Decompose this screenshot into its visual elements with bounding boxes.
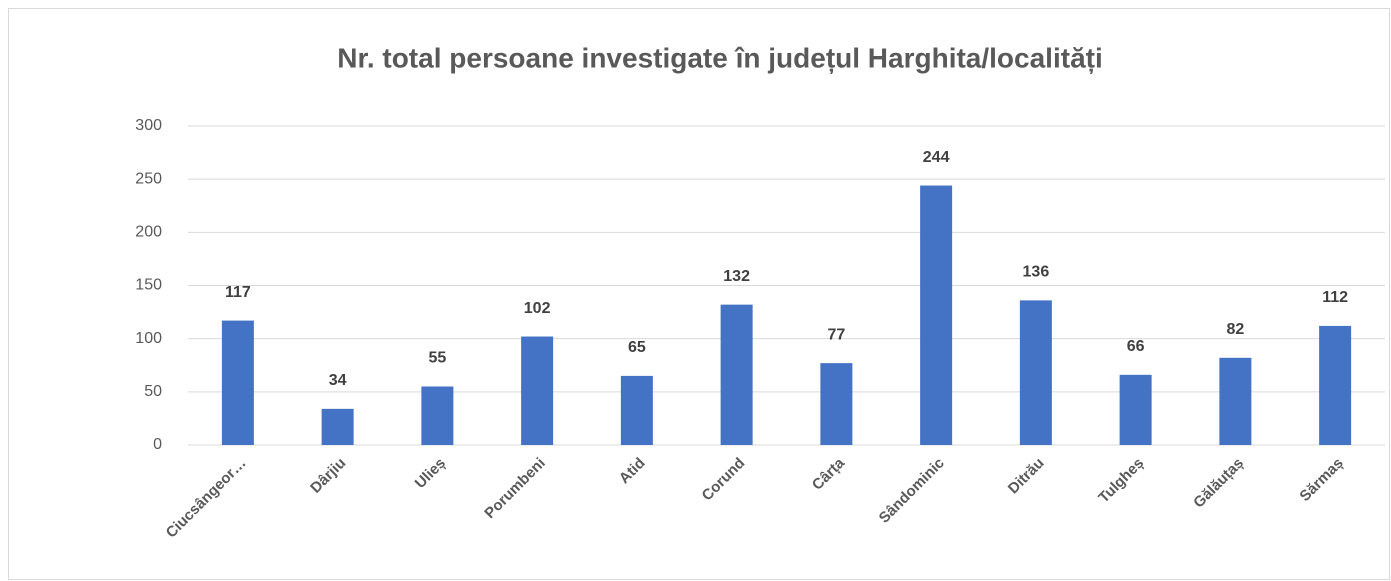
data-label: 55 — [428, 350, 446, 367]
bar — [421, 386, 454, 445]
bar — [820, 363, 853, 445]
bar — [221, 320, 254, 445]
data-label: 77 — [827, 326, 845, 343]
bar — [1219, 357, 1252, 445]
y-tick-label: 300 — [135, 117, 162, 134]
y-tick-label: 50 — [144, 383, 162, 400]
y-tick-label: 100 — [135, 330, 162, 347]
y-tick-label: 200 — [135, 224, 162, 241]
bar — [720, 304, 753, 445]
bar — [521, 336, 554, 445]
data-label: 244 — [923, 149, 950, 166]
data-label: 136 — [1023, 264, 1050, 281]
bar — [1119, 374, 1152, 445]
y-tick-label: 250 — [135, 170, 162, 187]
bar — [920, 185, 953, 445]
data-label: 132 — [723, 268, 750, 285]
data-label: 34 — [329, 372, 347, 389]
y-tick-label: 0 — [153, 436, 162, 453]
data-label: 66 — [1127, 338, 1145, 355]
data-label: 117 — [225, 284, 251, 301]
bar — [620, 375, 653, 445]
bar — [321, 408, 354, 445]
y-tick-label: 150 — [135, 277, 162, 294]
chart-border — [8, 8, 1390, 580]
data-label: 65 — [628, 339, 646, 356]
bar — [1019, 300, 1052, 445]
data-label: 102 — [524, 300, 551, 317]
bar — [1319, 325, 1352, 445]
data-label: 82 — [1226, 321, 1244, 338]
chart-title: Nr. total persoane investigate în județu… — [337, 42, 1103, 73]
data-label: 112 — [1322, 289, 1348, 306]
